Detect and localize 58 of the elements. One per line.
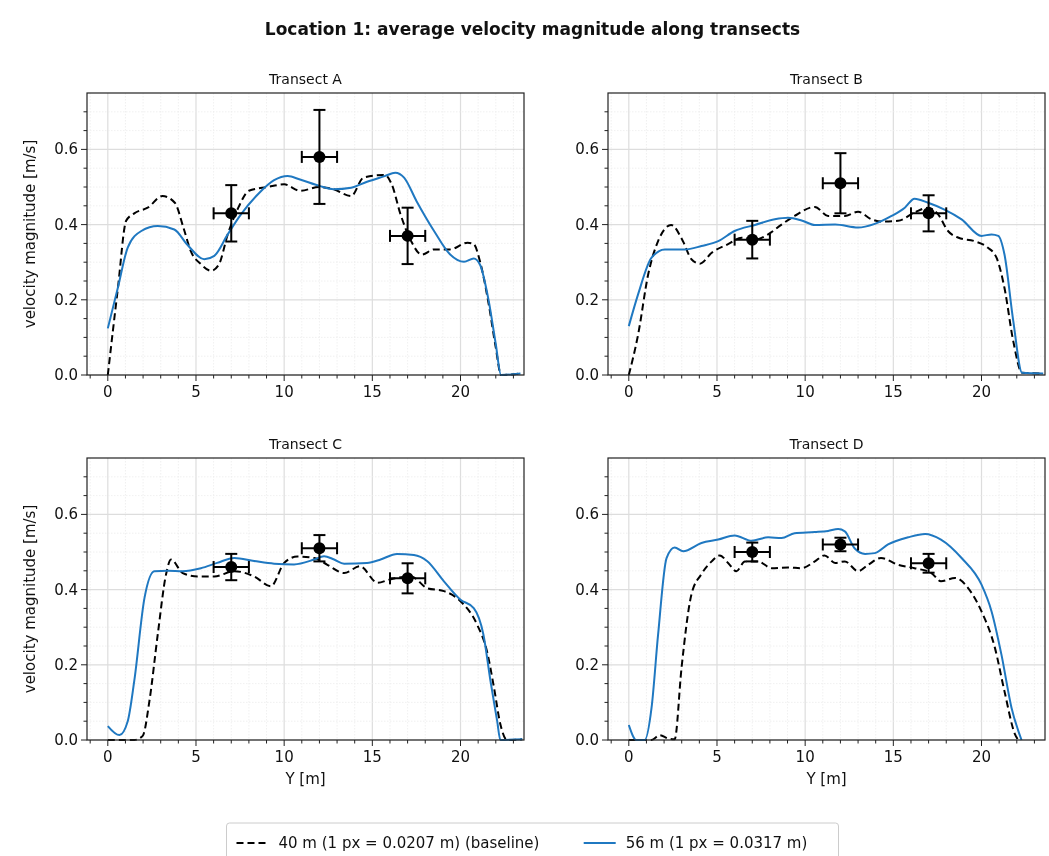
y-tick-label: 0.4 — [575, 215, 599, 234]
point — [313, 542, 326, 555]
x-axis-title: Y [m] — [284, 770, 326, 788]
legend-label: 40 m (1 px = 0.0207 m) (baseline) — [278, 834, 540, 852]
y-tick-label: 0.4 — [575, 580, 599, 599]
chart-title: Transect A — [268, 71, 343, 87]
x-axis-title: Y [m] — [805, 770, 847, 788]
x-tick-label: 20 — [450, 383, 471, 401]
point — [746, 233, 759, 246]
x-tick-label: 10 — [795, 383, 815, 401]
y-tick-label: 0.6 — [54, 505, 78, 524]
x-tick-label: 15 — [883, 748, 903, 766]
x-tick-label: 0 — [624, 748, 634, 766]
y-tick-label: 0.6 — [575, 140, 599, 159]
x-tick-label: 5 — [191, 383, 201, 401]
x-tick-label: 5 — [191, 748, 201, 766]
chart-title: Transect C — [267, 436, 343, 452]
y-tick-label: 0.4 — [54, 580, 78, 599]
point — [401, 229, 414, 242]
x-tick-label: 20 — [450, 748, 471, 766]
y-axis-title: velocity magnitude [m/s] — [21, 139, 39, 329]
x-tick-label: 0 — [103, 383, 113, 401]
point — [225, 561, 238, 574]
x-tick-label: 10 — [274, 748, 294, 766]
y-tick-label: 0.0 — [575, 731, 599, 749]
y-tick-label: 0.2 — [575, 655, 599, 674]
x-tick-label: 15 — [362, 383, 382, 401]
y-tick-label: 0.0 — [575, 366, 599, 384]
legend-label: 56 m (1 px = 0.0317 m) — [625, 834, 808, 852]
x-tick-label: 0 — [624, 383, 634, 401]
x-tick-label: 5 — [712, 383, 722, 401]
y-tick-label: 0.0 — [54, 731, 78, 749]
point — [922, 207, 935, 220]
y-tick-label: 0.2 — [54, 290, 78, 309]
y-tick-label: 0.0 — [54, 366, 78, 384]
x-tick-label: 15 — [362, 748, 382, 766]
y-tick-label: 0.2 — [54, 655, 78, 674]
y-tick-label: 0.4 — [54, 215, 78, 234]
y-tick-label: 0.6 — [575, 505, 599, 524]
chart-title: Transect B — [789, 71, 863, 87]
x-tick-label: 10 — [795, 748, 815, 766]
chart-title: Transect D — [788, 436, 864, 452]
x-tick-label: 20 — [971, 748, 992, 766]
x-tick-label: 5 — [712, 748, 722, 766]
point — [834, 177, 847, 190]
y-tick-label: 0.2 — [575, 290, 599, 309]
point — [746, 546, 759, 558]
y-axis-title: velocity magnitude [m/s] — [21, 504, 39, 694]
text: Location 1: average velocity magnitude along transects — [264, 19, 801, 39]
x-tick-label: 10 — [274, 383, 294, 401]
x-tick-label: 15 — [883, 383, 903, 401]
point — [313, 150, 326, 163]
x-tick-label: 20 — [971, 383, 992, 401]
y-tick-label: 0.6 — [54, 140, 78, 159]
x-tick-label: 0 — [103, 748, 113, 766]
point — [401, 572, 414, 585]
point — [922, 557, 935, 570]
point — [225, 207, 238, 220]
